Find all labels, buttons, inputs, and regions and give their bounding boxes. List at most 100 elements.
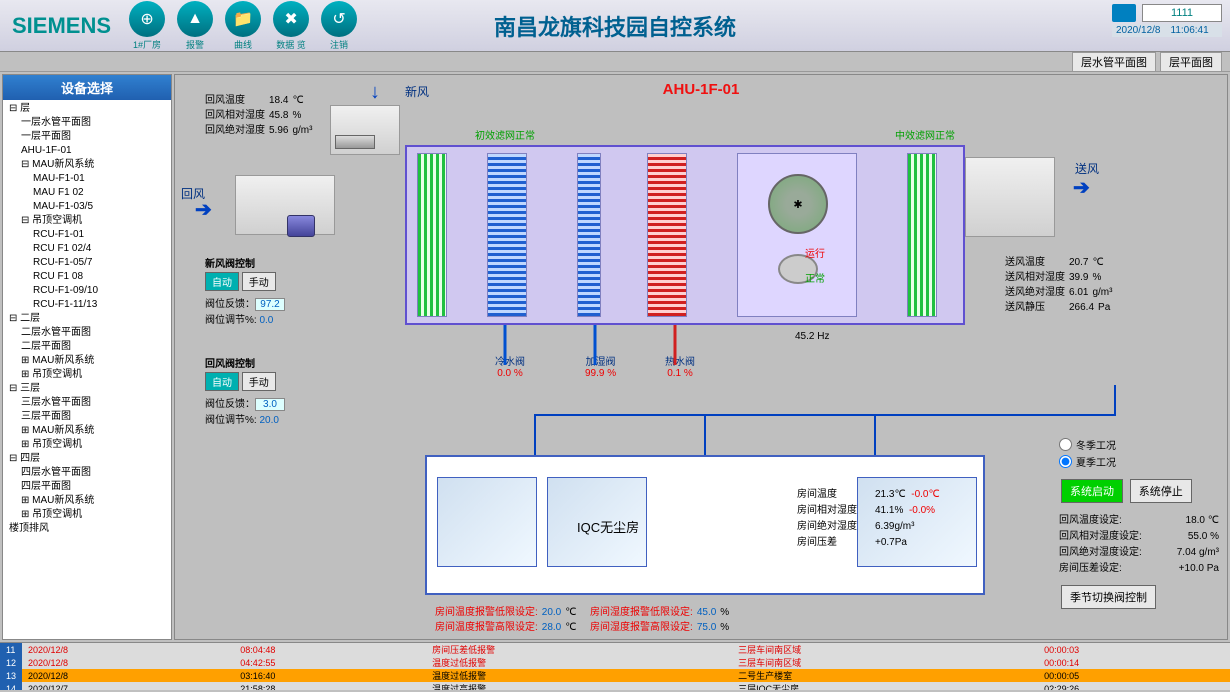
season-switch-button[interactable]: 季节切换阀控制 (1061, 585, 1156, 609)
tree-item[interactable]: 四层平面图 (9, 480, 169, 494)
tree-item[interactable]: 二层平面图 (9, 340, 169, 354)
alarm-row[interactable]: 142020/12/721:58:28温度过高报警三层IQC无尘房02:29:2… (0, 682, 1230, 690)
alarm-log[interactable]: 112020/12/808:04:48房间压差低报警三层车间南区域00:00:0… (0, 642, 1230, 690)
tree-item[interactable]: ⊟ 层 (9, 102, 169, 116)
tree-item[interactable]: 一层平面图 (9, 130, 169, 144)
tree-item[interactable]: 楼顶排风 (9, 522, 169, 536)
header-icon: ▲ (177, 1, 213, 37)
tree-item[interactable]: RCU-F1-11/13 (9, 298, 169, 312)
ahu-body: ✱ (405, 145, 965, 325)
right-control-panel: 冬季工况 夏季工况 系统启动 系统停止 回风温度设定:18.0 ℃ 回风相对湿度… (1059, 435, 1219, 613)
header-icon: 📁 (225, 1, 261, 37)
cooling-coil (487, 153, 527, 317)
tree-item[interactable]: MAU F1 02 (9, 186, 169, 200)
header-icon: ↺ (321, 1, 357, 37)
return-arrow-icon: ➔ (195, 197, 212, 222)
alarm-row[interactable]: 132020/12/803:16:40温度过低报警二号生产楼室00:00:05 (0, 669, 1230, 682)
fresh-air-label: 新风 (405, 83, 429, 100)
tree-item[interactable]: RCU F1 02/4 (9, 242, 169, 256)
tree-item[interactable]: RCU-F1-01 (9, 228, 169, 242)
return-air-readings: 回风温度18.4 ℃ 回风相对湿度45.8 % 回风绝对湿度5.96 g/m³ (205, 93, 312, 138)
tree-item[interactable]: ⊟ 二层 (9, 312, 169, 326)
hum-valve-label: 加湿阀99.9 % (585, 353, 616, 379)
system-stop-button[interactable]: 系统停止 (1130, 479, 1192, 503)
tree-item[interactable]: 三层水管平面图 (9, 396, 169, 410)
tree-item[interactable]: ⊟ MAU新风系统 (9, 158, 169, 172)
return-manual-button[interactable]: 手动 (242, 372, 276, 391)
alarm-row[interactable]: 112020/12/808:04:48房间压差低报警三层车间南区域00:00:0… (0, 643, 1230, 656)
tree-item[interactable]: MAU-F1-01 (9, 172, 169, 186)
fan-section: ✱ (737, 153, 857, 317)
header-button-1[interactable]: ▲报警 (175, 1, 215, 51)
tree-item[interactable]: 一层水管平面图 (9, 116, 169, 130)
room-name: IQC无尘房 (577, 517, 639, 536)
fresh-manual-button[interactable]: 手动 (242, 272, 276, 291)
fresh-damper-control: 新风阀控制 自动 手动 阀位反馈：97.2 阀位调节%: 0.0 (205, 255, 285, 326)
tree-item[interactable]: ⊞ 吊顶空调机 (9, 368, 169, 382)
header-button-2[interactable]: 📁曲线 (223, 1, 263, 51)
time: 11:06:41 (1171, 25, 1209, 36)
logo: SIEMENS (12, 13, 111, 39)
header-icon: ✖ (273, 1, 309, 37)
alarm-row[interactable]: 122020/12/804:42:55温度过低报警三层车间南区域00:00:14 (0, 656, 1230, 669)
heating-coil (647, 153, 687, 317)
tree-item[interactable]: ⊟ 四层 (9, 452, 169, 466)
user-box: 1111 2020/12/8 11:06:41 (1112, 4, 1222, 37)
winter-radio[interactable] (1059, 438, 1072, 451)
tree-item[interactable]: 三层平面图 (9, 410, 169, 424)
supply-air-readings: 送风温度20.7 ℃ 送风相对湿度39.9 % 送风绝对湿度6.01 g/m³ … (1005, 255, 1112, 315)
summer-radio[interactable] (1059, 455, 1072, 468)
alarm-limits: 房间温度报警低限设定:20.0℃ 房间湿度报警低限设定:45.0% 房间温度报警… (435, 605, 729, 635)
return-fan-motor (287, 215, 315, 237)
sidebar-title: 设备选择 (3, 75, 171, 100)
unit-title: AHU-1F-01 (663, 81, 740, 98)
return-damper-control: 回风阀控制 自动 手动 阀位反馈：3.0 阀位调节%: 20.0 (205, 355, 285, 426)
btn-pipe-plan[interactable]: 层水管平面图 (1072, 52, 1156, 72)
fan-freq: 45.2 Hz (795, 331, 829, 342)
supply-duct (965, 157, 1055, 237)
header-button-4[interactable]: ↺注销 (319, 1, 359, 51)
tree-item[interactable]: ⊞ MAU新风系统 (9, 354, 169, 368)
med-filter-status: 中效滤网正常 (895, 127, 955, 142)
btn-floor-plan[interactable]: 层平面图 (1160, 52, 1222, 72)
return-auto-button[interactable]: 自动 (205, 372, 239, 391)
pre-filter (417, 153, 447, 317)
tree-item[interactable]: 二层水管平面图 (9, 326, 169, 340)
tree-item[interactable]: AHU-1F-01 (9, 144, 169, 158)
topbar: 层水管平面图 层平面图 (0, 52, 1230, 72)
fresh-auto-button[interactable]: 自动 (205, 272, 239, 291)
scada-canvas: AHU-1F-01 回风温度18.4 ℃ 回风相对湿度45.8 % 回风绝对湿度… (174, 74, 1228, 640)
header: SIEMENS ⊕1#厂房▲报警📁曲线✖数据 览↺注销 南昌龙旗科技园自控系统 … (0, 0, 1230, 52)
return-duct (235, 175, 335, 235)
device-tree[interactable]: ⊟ 层一层水管平面图一层平面图AHU-1F-01⊟ MAU新风系统MAU-F1-… (3, 100, 171, 639)
fresh-arrow-icon: ↓ (370, 81, 380, 104)
supply-arrow-icon: ➔ (1073, 175, 1090, 200)
clean-room: IQC无尘房 房间温度21.3 ℃ -0.0℃ 房间相对湿度41.1 % -0.… (425, 455, 985, 595)
tree-item[interactable]: RCU-F1-05/7 (9, 256, 169, 270)
tree-item[interactable]: ⊟ 三层 (9, 382, 169, 396)
tree-item[interactable]: ⊟ 吊顶空调机 (9, 214, 169, 228)
header-button-3[interactable]: ✖数据 览 (271, 1, 311, 51)
tree-item[interactable]: ⊞ MAU新风系统 (9, 494, 169, 508)
tree-item[interactable]: RCU F1 08 (9, 270, 169, 284)
date: 2020/12/8 (1116, 25, 1161, 36)
user-icon (1112, 4, 1136, 22)
cold-valve-label: 冷水阀0.0 % (495, 353, 525, 379)
header-icon: ⊕ (129, 1, 165, 37)
med-filter (907, 153, 937, 317)
supply-fan-icon: ✱ (768, 174, 828, 234)
system-start-button[interactable]: 系统启动 (1061, 479, 1123, 503)
tree-item[interactable]: ⊞ 吊顶空调机 (9, 508, 169, 522)
system-title: 南昌龙旗科技园自控系统 (494, 10, 736, 42)
tree-item[interactable]: RCU-F1-09/10 (9, 284, 169, 298)
tree-item[interactable]: MAU-F1-03/5 (9, 200, 169, 214)
fresh-damper (335, 135, 375, 149)
tree-item[interactable]: ⊞ MAU新风系统 (9, 424, 169, 438)
hot-valve-label: 热水阀0.1 % (665, 353, 695, 379)
header-button-0[interactable]: ⊕1#厂房 (127, 1, 167, 51)
tree-item[interactable]: ⊞ 吊顶空调机 (9, 438, 169, 452)
pre-filter-status: 初效滤网正常 (475, 127, 535, 142)
tree-item[interactable]: 四层水管平面图 (9, 466, 169, 480)
fan-normal-status: 正常 (805, 270, 825, 285)
fan-run-status: 运行 (805, 245, 825, 260)
